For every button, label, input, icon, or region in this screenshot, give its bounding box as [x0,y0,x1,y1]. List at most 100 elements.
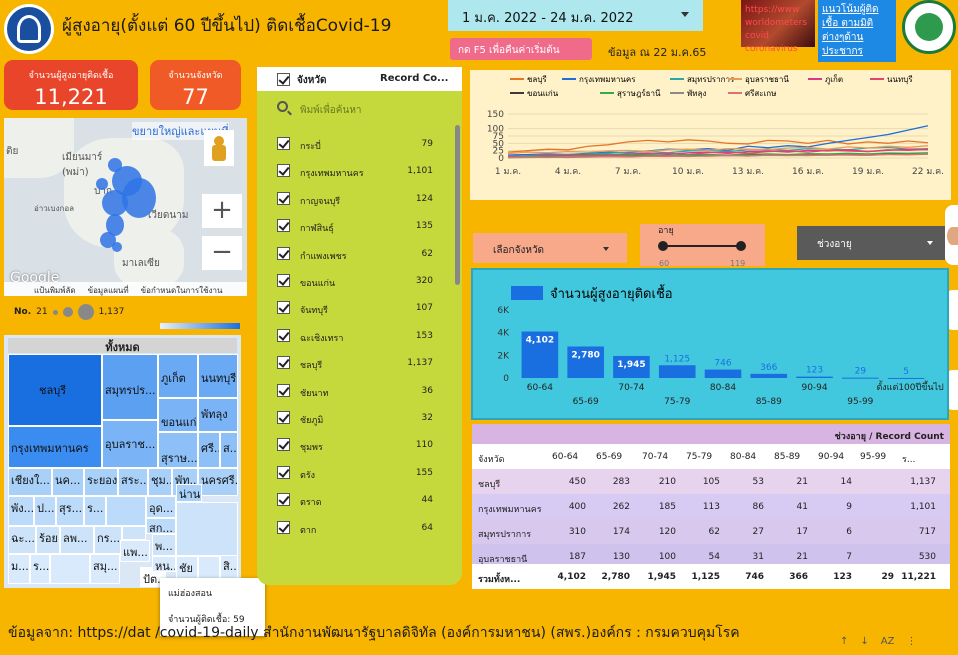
treemap-tile[interactable]: พ... [152,534,176,556]
treemap-tile[interactable]: ชลบุรี [8,354,102,426]
legend-entry[interactable]: สุราษฎร์ธานี [617,88,661,98]
province-filter-row[interactable]: ตราด 44 [257,487,457,514]
zoom-in-button[interactable]: + [202,194,242,228]
treemap-tile[interactable]: ศรี... [198,432,220,468]
series-line[interactable] [507,152,929,158]
treemap-tile[interactable]: สิ... [220,554,238,584]
treemap-tile[interactable]: ชุม... [148,468,172,496]
treemap-tile[interactable]: สระ... [118,468,148,496]
side-widget[interactable] [945,205,958,265]
province-filter-row[interactable]: กระบี่ 79 [257,131,457,158]
province-select[interactable]: เลือกจังหวัด [473,233,627,263]
age-slider[interactable]: อายุ 60 119 [640,224,765,268]
bar[interactable] [567,346,604,378]
column-header[interactable]: 85-89 [774,452,801,462]
treemap-tile[interactable]: นนทบุรี [198,354,238,398]
covid-image-link[interactable]: https://www worldometers covid coronavir… [741,0,815,54]
province-checkbox[interactable] [277,383,290,397]
province-filter-row[interactable]: ตรัง 155 [257,460,457,487]
treemap-tile[interactable]: ชัย [176,556,198,584]
legend-entry[interactable]: อุบลราชธานี [745,75,789,84]
column-header[interactable]: 90-94 [818,452,845,462]
filter-scrollbar[interactable] [455,125,460,285]
province-filter-row[interactable]: ชัยนาท 36 [257,378,457,405]
treemap-tile[interactable]: สก... [146,518,176,534]
treemap-tile[interactable]: ป... [34,496,56,526]
province-checkbox[interactable] [277,520,290,534]
treemap-tile[interactable]: สมุทรปร... [102,354,158,420]
province-filter-row[interactable]: จันทบุรี 107 [257,295,457,322]
map-footer-shortcuts[interactable]: แป้นพิมพ์ลัด [34,286,76,295]
treemap-tile[interactable]: หน... [152,556,176,572]
treemap-tile[interactable]: ระยอง [84,468,118,496]
province-checkbox[interactable] [277,191,290,205]
treemap-tile[interactable]: นครศรี... [198,468,238,496]
column-header[interactable]: 75-79 [686,452,713,462]
treemap-tile[interactable] [50,554,90,584]
province-checkbox[interactable] [277,411,290,424]
legend-entry[interactable]: พัทลุง [687,89,706,98]
table-column-header-row[interactable]: จังหวัด 60-64 65-69 70-74 75-79 80-84 85-89 90-… [472,444,950,469]
province-filter-row[interactable]: ชุมพร 110 [257,432,457,459]
treemap-tile[interactable]: ร... [84,496,106,526]
treemap-tile[interactable]: สุร... [56,496,84,526]
select-all-checkbox[interactable] [277,73,290,86]
treemap-tile[interactable]: กรุงเทพมหานคร [8,426,102,468]
treemap-tile[interactable]: อุบลราช... [102,420,158,468]
sort-up-icon[interactable]: ↑ [840,636,849,647]
refresh-button[interactable]: กด F5 เพื่อคืนค่าเริ่มต้น [450,38,592,60]
series-line[interactable] [507,139,929,153]
bar[interactable] [750,373,788,378]
province-checkbox[interactable] [277,465,290,479]
age-slider-max-handle[interactable] [736,241,746,251]
treemap-tile[interactable] [106,496,146,526]
more-options-icon[interactable]: ⋮ [906,636,917,647]
table-row[interactable]: สมุทรปราการ 310 174 120 62 27 17 6 717 [472,519,950,544]
pegman-icon[interactable] [204,130,234,166]
treemap-tile[interactable]: ลพ... [60,526,94,554]
treemap-tile[interactable]: ร... [30,554,50,584]
bar[interactable] [842,377,879,379]
treemap-tile[interactable]: อุด... [146,496,176,518]
column-header[interactable]: จังหวัด [478,455,505,465]
province-checkbox[interactable] [277,356,290,370]
map-footer-terms[interactable]: ข้อกำหนดในการใช้งาน [140,286,223,295]
table-row[interactable]: กรุงเทพมหานคร 400 262 185 113 86 41 9 1,101 [472,494,950,519]
map-footer-data[interactable]: ข้อมูลแผนที่ [87,286,129,295]
bar[interactable] [658,365,696,378]
treemap-tile[interactable]: ส... [220,432,238,468]
province-filter[interactable]: จังหวัด Record Co... พิมพ์เพื่อค้นหา กระ… [257,67,462,585]
filter-header[interactable]: จังหวัด Record Co... [257,67,462,91]
treemap-tile[interactable]: กร... [94,526,122,554]
series-line[interactable] [507,153,929,159]
bar[interactable] [796,376,833,378]
treemap-tile[interactable]: แพ... [120,540,150,562]
policy-link[interactable]: แนวโน้มผู้ติดเชื้อ ตามมิติต่างๆด้านประชา… [818,0,896,62]
treemap-tile[interactable] [176,502,238,556]
date-range-picker[interactable]: 1 ม.ค. 2022 - 24 ม.ค. 2022 [448,0,703,31]
zoom-out-button[interactable]: − [202,236,242,270]
province-filter-row[interactable]: กรุงเทพมหานคร 1,101 [257,158,457,185]
bar[interactable] [887,377,925,379]
province-filter-row[interactable]: ตาก 64 [257,515,457,542]
treemap-tile[interactable]: น่าน [176,484,202,502]
province-checkbox[interactable] [277,137,290,150]
province-checkbox[interactable] [277,328,290,342]
column-header[interactable]: 70-74 [642,452,669,462]
province-filter-row[interactable]: กาญจนบุรี 124 [257,186,457,213]
column-header[interactable]: 95-99 [860,452,887,462]
province-checkbox[interactable] [277,301,290,315]
province-filter-row[interactable]: ขอนแก่น 320 [257,268,457,295]
treemap-tile[interactable]: เชียงใ... [8,468,52,496]
treemap-tile[interactable]: ภูเก็ต [158,354,198,398]
treemap[interactable]: ทั้งหมด ชลบุรี กรุงเทพมหานคร สมุทรปร... … [4,335,241,588]
column-header[interactable]: 65-69 [596,452,623,462]
province-filter-row[interactable]: กาฬสินธุ์ 135 [257,213,457,240]
bubble-map[interactable]: ติย เมียนมาร์ (พม่า) ปาก อ่าวเบงกอล เวีย… [4,118,247,296]
treemap-tile[interactable]: ร้อย... [36,526,60,554]
province-checkbox[interactable] [277,438,290,452]
province-filter-row[interactable]: กำแพงเพชร 62 [257,241,457,268]
age-range-select[interactable]: ช่วงอายุ [797,226,945,260]
sort-az-icon[interactable]: AZ [880,636,895,647]
legend-entry[interactable]: นนทบุรี [887,75,913,84]
